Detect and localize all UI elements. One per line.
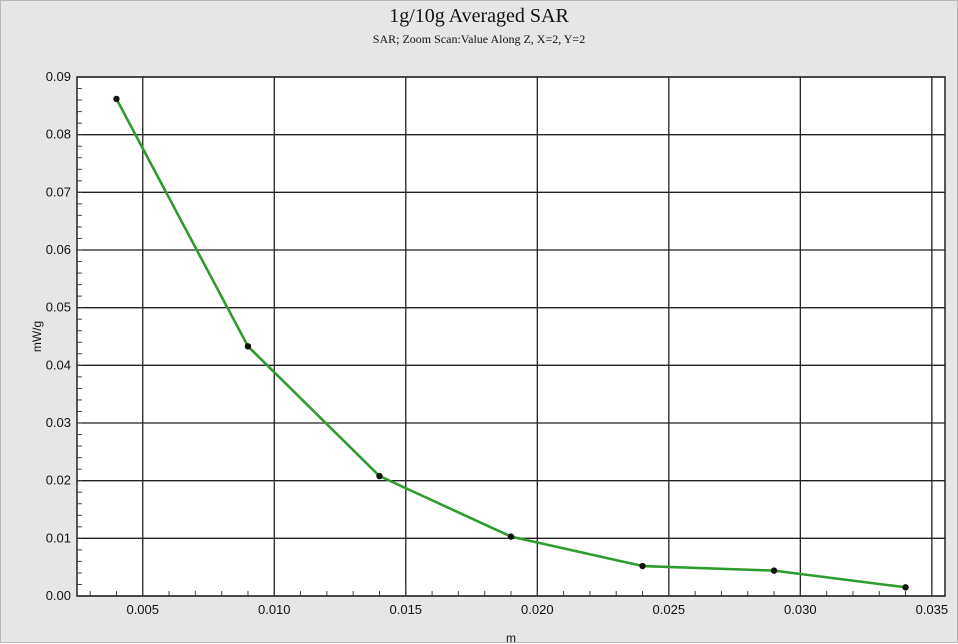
y-tick-label: 0.05	[46, 300, 71, 315]
x-tick-label: 0.010	[258, 602, 291, 617]
x-axis-label: m	[506, 631, 516, 644]
y-tick-label: 0.04	[46, 357, 71, 372]
x-tick-label: 0.025	[653, 602, 686, 617]
chart-title: 1g/10g Averaged SAR	[389, 5, 569, 27]
y-tick-label: 0.01	[46, 530, 71, 545]
x-tick-label: 0.035	[916, 602, 949, 617]
y-tick-label: 0.07	[46, 184, 71, 199]
series-group	[113, 95, 909, 591]
data-point	[244, 343, 252, 350]
data-point	[113, 95, 120, 103]
x-tick-labels: 0.005 0.010 0.015 0.020 0.025 0.030 0.035	[126, 602, 948, 617]
y-tick-label: 0.09	[46, 69, 71, 84]
x-tick-label: 0.030	[784, 602, 817, 617]
x-tick-label: 0.020	[521, 602, 554, 617]
x-tick-label: 0.005	[126, 602, 159, 617]
y-axis-label: mW/g	[30, 321, 44, 352]
data-point	[902, 584, 909, 591]
y-tick-labels: 0.00 0.01 0.02 0.03 0.04 0.05 0.06 0.07 0.08 0.09	[46, 69, 71, 603]
y-tick-label: 0.03	[46, 415, 71, 430]
data-point	[639, 562, 646, 570]
data-point	[770, 567, 778, 574]
chart-subtitle: SAR; Zoom Scan:Value Along Z, X=2, Y=2	[372, 32, 586, 46]
plot-area	[77, 77, 945, 596]
y-tick-label: 0.06	[46, 242, 71, 257]
y-tick-label: 0.00	[46, 588, 71, 603]
x-tick-label: 0.015	[390, 602, 423, 617]
y-tick-label: 0.02	[46, 473, 71, 488]
data-point	[376, 472, 383, 480]
data-point	[507, 533, 515, 540]
y-tick-label: 0.08	[46, 127, 71, 142]
plot-border	[76, 76, 946, 597]
minor-ticks	[77, 76, 933, 597]
